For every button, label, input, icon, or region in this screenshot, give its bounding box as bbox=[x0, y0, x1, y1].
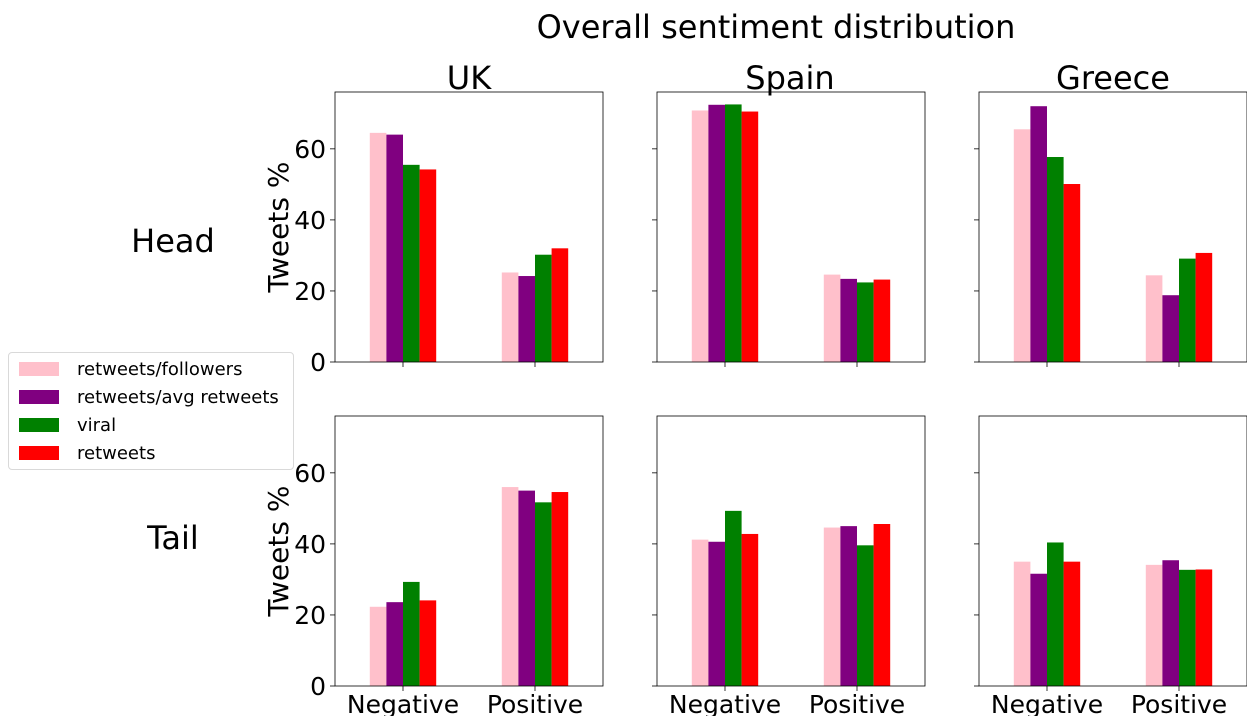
bar-head-uk-viral-positive bbox=[535, 254, 552, 362]
column-title-spain: Spain bbox=[745, 59, 834, 97]
bar-head-greece-retweets-followers-positive bbox=[1145, 275, 1163, 362]
bar-tail-uk-retweets-followers-positive bbox=[501, 487, 519, 686]
column-title-uk: UK bbox=[447, 59, 492, 97]
y-tick-label-tail-uk-60: 60 bbox=[294, 459, 326, 488]
legend-label-retweets-avg-retweets: retweets/avg retweets bbox=[77, 386, 279, 408]
bar-tail-uk-retweets-positive bbox=[551, 492, 569, 686]
bar-tail-spain-viral-positive bbox=[857, 545, 874, 686]
bar-tail-greece-retweets-followers-negative bbox=[1013, 561, 1031, 686]
bar-head-greece-viral-positive bbox=[1179, 258, 1196, 362]
panel-frame-head-greece bbox=[978, 91, 1247, 363]
panel-frame-head-spain bbox=[656, 91, 926, 363]
y-axis-label-tail: Tweets % bbox=[262, 486, 295, 618]
bar-head-spain-retweets-avg-retweets-positive bbox=[840, 278, 857, 362]
x-tick-label-tail-spain-positive: Positive bbox=[809, 690, 905, 716]
legend-swatch-viral bbox=[19, 418, 59, 432]
bar-tail-greece-viral-positive bbox=[1179, 569, 1196, 686]
bar-head-uk-retweets-negative bbox=[419, 169, 437, 362]
y-tick-label-tail-uk-40: 40 bbox=[294, 530, 326, 559]
legend-item-retweets-followers: retweets/followers bbox=[19, 357, 242, 381]
bar-head-greece-retweets-positive bbox=[1195, 252, 1213, 362]
y-axis-label-head: Tweets % bbox=[262, 162, 295, 294]
legend-item-retweets: retweets bbox=[19, 441, 155, 465]
bar-tail-uk-viral-positive bbox=[535, 502, 552, 686]
bar-tail-uk-viral-negative bbox=[403, 581, 420, 686]
bar-head-spain-retweets-followers-positive bbox=[823, 274, 841, 362]
bar-tail-uk-retweets-avg-retweets-negative bbox=[386, 602, 403, 686]
bar-tail-greece-viral-negative bbox=[1047, 542, 1064, 686]
bar-head-spain-retweets-followers-negative bbox=[691, 110, 709, 362]
bar-tail-spain-retweets-avg-retweets-negative bbox=[708, 541, 725, 686]
chart-panels: 0 20 40 60 0 20 40 60 Negative Positive Negative Po… bbox=[294, 91, 1247, 716]
bar-head-uk-retweets-avg-retweets-negative bbox=[386, 134, 403, 362]
bar-tail-spain-retweets-avg-retweets-positive bbox=[840, 526, 857, 686]
bar-head-uk-viral-negative bbox=[403, 164, 420, 362]
legend-swatch-retweets-followers bbox=[19, 362, 59, 376]
bar-tail-spain-retweets-positive bbox=[873, 524, 891, 686]
bar-head-spain-retweets-negative bbox=[741, 111, 759, 362]
panel-frame-tail-uk bbox=[334, 415, 604, 687]
panel-frame-tail-greece bbox=[978, 415, 1247, 687]
bar-head-uk-retweets-avg-retweets-positive bbox=[518, 276, 535, 362]
bar-tail-greece-retweets-followers-positive bbox=[1145, 564, 1163, 686]
bar-tail-uk-retweets-avg-retweets-positive bbox=[518, 490, 535, 686]
x-tick-label-tail-uk-negative: Negative bbox=[347, 690, 459, 716]
bar-head-uk-retweets-followers-positive bbox=[501, 272, 519, 362]
bar-head-greece-retweets-negative bbox=[1063, 184, 1081, 362]
x-tick-label-tail-greece-negative: Negative bbox=[991, 690, 1103, 716]
figure-title: Overall sentiment distribution bbox=[537, 8, 1016, 46]
legend-label-viral: viral bbox=[77, 414, 117, 436]
legend-item-retweets-avg-retweets: retweets/avg retweets bbox=[19, 385, 279, 409]
legend-swatch-retweets-avg-retweets bbox=[19, 390, 59, 404]
legend: retweets/followers retweets/avg retweets… bbox=[8, 352, 294, 470]
y-tick-label-head-uk-20: 20 bbox=[294, 277, 326, 306]
bar-head-uk-retweets-followers-negative bbox=[369, 132, 387, 362]
column-title-greece: Greece bbox=[1056, 59, 1170, 97]
bar-tail-greece-retweets-avg-retweets-positive bbox=[1162, 560, 1179, 686]
row-label-tail: Tail bbox=[146, 519, 199, 557]
bar-tail-spain-retweets-followers-positive bbox=[823, 527, 841, 686]
legend-label-retweets-followers: retweets/followers bbox=[77, 358, 243, 380]
row-label-head: Head bbox=[131, 222, 215, 260]
legend-item-viral: viral bbox=[19, 413, 116, 437]
bar-head-greece-retweets-avg-retweets-negative bbox=[1030, 106, 1047, 363]
y-tick-label-head-uk-60: 60 bbox=[294, 135, 326, 164]
x-tick-label-tail-spain-negative: Negative bbox=[669, 690, 781, 716]
panel-frame-tail-spain bbox=[656, 415, 926, 687]
bar-head-spain-retweets-avg-retweets-negative bbox=[708, 104, 725, 362]
bar-head-spain-viral-positive bbox=[857, 282, 874, 362]
bar-tail-uk-retweets-followers-negative bbox=[369, 606, 387, 686]
legend-label-retweets: retweets bbox=[77, 442, 156, 464]
bar-tail-spain-retweets-negative bbox=[741, 533, 759, 686]
y-tick-label-tail-uk-0: 0 bbox=[310, 672, 326, 701]
y-tick-label-head-uk-0: 0 bbox=[310, 348, 326, 377]
bar-tail-greece-retweets-positive bbox=[1195, 569, 1213, 686]
y-tick-label-head-uk-40: 40 bbox=[294, 206, 326, 235]
x-tick-label-tail-uk-positive: Positive bbox=[487, 690, 583, 716]
bar-head-spain-viral-negative bbox=[725, 104, 742, 363]
bar-head-greece-retweets-followers-negative bbox=[1013, 129, 1031, 362]
bar-tail-spain-retweets-followers-negative bbox=[691, 539, 709, 686]
bar-head-greece-retweets-avg-retweets-positive bbox=[1162, 295, 1179, 362]
bar-tail-uk-retweets-negative bbox=[419, 600, 437, 686]
panel-frame-head-uk bbox=[334, 91, 604, 363]
bar-head-uk-retweets-positive bbox=[551, 248, 569, 362]
bar-head-greece-viral-negative bbox=[1047, 157, 1064, 362]
y-tick-label-tail-uk-20: 20 bbox=[294, 601, 326, 630]
bar-tail-greece-retweets-negative bbox=[1063, 561, 1081, 686]
bar-tail-greece-retweets-avg-retweets-negative bbox=[1030, 573, 1047, 686]
x-tick-label-tail-greece-positive: Positive bbox=[1131, 690, 1227, 716]
bar-tail-spain-viral-negative bbox=[725, 510, 742, 686]
bar-head-spain-retweets-positive bbox=[873, 279, 891, 362]
legend-swatch-retweets bbox=[19, 446, 59, 460]
